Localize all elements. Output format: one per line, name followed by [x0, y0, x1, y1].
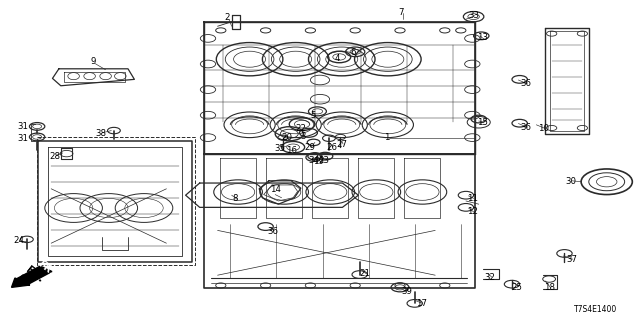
Text: 21: 21 [359, 269, 371, 278]
Text: 3: 3 [301, 132, 306, 140]
Text: 23: 23 [318, 156, 330, 165]
Text: 9: 9 [90, 57, 95, 66]
Text: 16: 16 [285, 146, 297, 155]
Text: 19: 19 [314, 157, 324, 166]
Text: 15: 15 [477, 118, 488, 127]
Text: 6: 6 [351, 48, 356, 57]
Text: 28: 28 [49, 152, 61, 161]
Text: 17: 17 [415, 299, 427, 308]
Text: 22: 22 [295, 124, 307, 132]
Text: 36: 36 [520, 79, 532, 88]
Text: 8: 8 [233, 194, 238, 203]
Text: 24: 24 [13, 236, 25, 245]
Text: 13: 13 [477, 33, 488, 42]
Text: 18: 18 [543, 284, 555, 292]
Text: T7S4E1400: T7S4E1400 [573, 305, 617, 314]
Text: 36: 36 [520, 123, 532, 132]
Text: 38: 38 [95, 129, 107, 138]
Text: 36: 36 [267, 227, 278, 236]
Text: 4: 4 [335, 54, 340, 63]
Text: 26: 26 [326, 143, 337, 152]
Text: 29: 29 [305, 143, 315, 152]
Text: 11: 11 [467, 194, 478, 203]
Text: 20: 20 [281, 133, 292, 142]
Text: 1: 1 [385, 133, 390, 142]
Text: 14: 14 [269, 185, 281, 194]
Text: FR.: FR. [24, 265, 45, 284]
Text: 39: 39 [402, 287, 412, 296]
FancyArrow shape [12, 266, 52, 287]
Text: 12: 12 [467, 207, 478, 216]
Text: 30: 30 [565, 177, 577, 186]
Text: 34: 34 [308, 156, 319, 165]
Text: 27: 27 [336, 140, 348, 149]
Text: 7: 7 [399, 8, 404, 17]
Text: 25: 25 [511, 283, 523, 292]
Text: 31: 31 [17, 122, 29, 131]
Text: 10: 10 [538, 124, 550, 133]
Text: 2: 2 [225, 13, 230, 22]
Text: FR.: FR. [36, 259, 56, 278]
Text: 32: 32 [484, 273, 496, 282]
Text: 35: 35 [275, 144, 286, 153]
Text: 37: 37 [566, 255, 577, 264]
Text: 31: 31 [17, 134, 29, 143]
Text: 5: 5 [311, 111, 316, 120]
Text: 33: 33 [468, 11, 479, 20]
